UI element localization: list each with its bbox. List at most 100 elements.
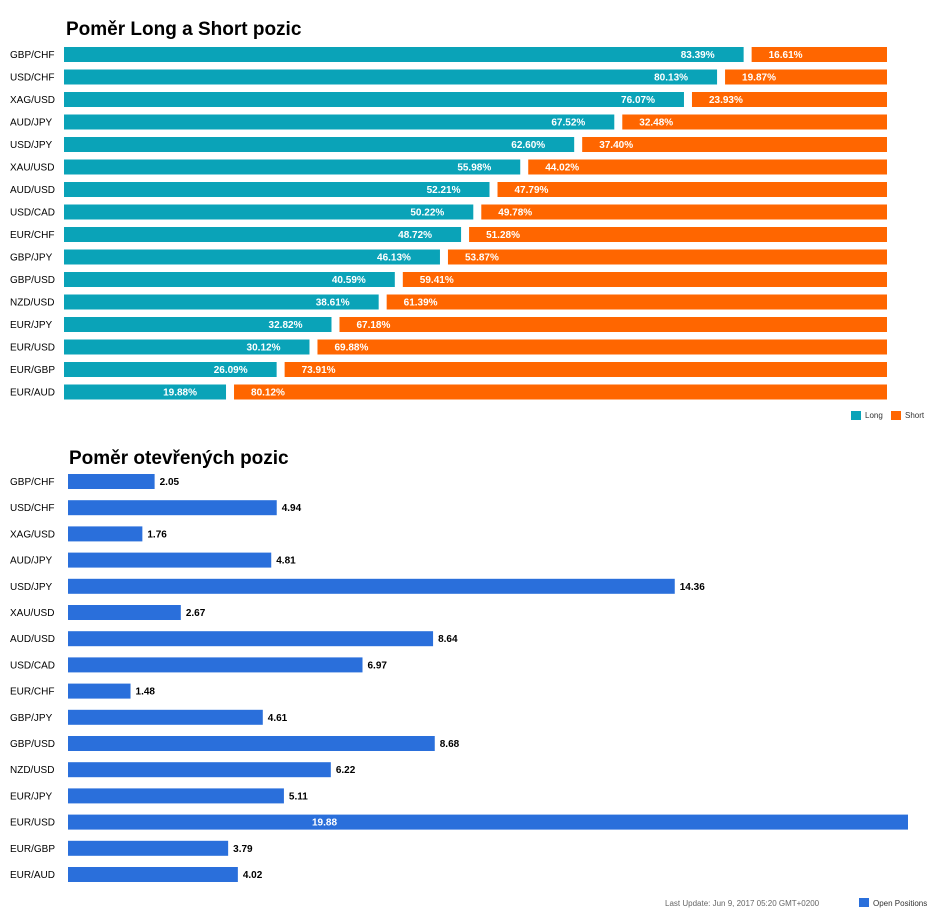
legend-long-label: Long bbox=[865, 411, 883, 420]
long-bar-label: 80.13% bbox=[654, 73, 688, 84]
open-positions-value: 4.61 bbox=[268, 713, 288, 724]
long-bar bbox=[64, 92, 684, 107]
long-bar bbox=[64, 69, 718, 85]
long-bar-label: 40.59% bbox=[332, 275, 366, 286]
long-bar bbox=[64, 204, 474, 220]
chart2-title: Poměr otevřených pozic bbox=[69, 448, 289, 469]
short-bar-label: 80.12% bbox=[251, 388, 285, 399]
chart1-category-label: EUR/USD bbox=[10, 343, 55, 354]
short-bar bbox=[622, 114, 887, 130]
short-bar-label: 23.93% bbox=[709, 95, 743, 106]
open-positions-bar bbox=[68, 788, 284, 804]
short-bar bbox=[725, 69, 887, 85]
long-bar bbox=[64, 294, 379, 310]
long-bar bbox=[64, 159, 521, 175]
long-bar bbox=[64, 182, 490, 197]
open-positions-value: 8.68 bbox=[440, 739, 460, 750]
chart2-category-label: EUR/USD bbox=[10, 818, 55, 829]
open-positions-bar bbox=[68, 526, 143, 542]
short-bar bbox=[317, 339, 887, 355]
short-bar-label: 47.79% bbox=[515, 185, 549, 196]
short-bar bbox=[339, 317, 887, 332]
short-bar-label: 67.18% bbox=[356, 320, 390, 331]
chart2-category-label: XAU/USD bbox=[10, 608, 54, 619]
chart1-category-label: GBP/JPY bbox=[10, 253, 53, 264]
long-bar-label: 52.21% bbox=[427, 185, 461, 196]
short-bar bbox=[751, 47, 887, 62]
short-bar bbox=[469, 227, 887, 242]
open-positions-bar bbox=[68, 840, 229, 856]
long-bar-label: 48.72% bbox=[398, 230, 432, 241]
chart1-category-label: NZD/USD bbox=[10, 298, 54, 309]
open-positions-value: 2.05 bbox=[160, 477, 180, 488]
long-bar-label: 83.39% bbox=[681, 50, 715, 61]
chart2-category-label: EUR/GBP bbox=[10, 844, 55, 855]
legend-open-positions-label: Open Positions bbox=[873, 899, 927, 908]
long-bar-label: 30.12% bbox=[247, 343, 281, 354]
chart1-category-label: USD/CHF bbox=[10, 73, 54, 84]
long-bar-label: 19.88% bbox=[163, 388, 197, 399]
long-bar-label: 76.07% bbox=[621, 95, 655, 106]
chart2-category-label: NZD/USD bbox=[10, 765, 54, 776]
short-bar bbox=[447, 249, 887, 265]
chart1-category-label: USD/JPY bbox=[10, 140, 53, 151]
chart2-category-label: EUR/AUD bbox=[10, 870, 55, 881]
chart1-category-label: AUD/USD bbox=[10, 185, 55, 196]
short-bar-label: 59.41% bbox=[420, 275, 454, 286]
short-bar bbox=[582, 137, 887, 152]
short-bar bbox=[402, 272, 887, 287]
chart2-category-label: EUR/JPY bbox=[10, 791, 53, 802]
short-bar-label: 61.39% bbox=[404, 298, 438, 309]
long-bar bbox=[64, 272, 395, 287]
short-bar bbox=[528, 159, 887, 175]
chart1-category-label: EUR/GBP bbox=[10, 365, 55, 376]
open-positions-bar bbox=[68, 683, 131, 699]
open-positions-value: 6.97 bbox=[368, 660, 388, 671]
open-positions-value: 6.22 bbox=[336, 765, 356, 776]
short-bar-label: 53.87% bbox=[465, 253, 499, 264]
long-bar-label: 67.52% bbox=[551, 118, 585, 129]
open-positions-value: 4.94 bbox=[282, 503, 302, 514]
open-positions-bar bbox=[68, 657, 363, 673]
short-bar bbox=[284, 362, 887, 377]
short-bar-label: 32.48% bbox=[639, 118, 673, 129]
legend-short-label: Short bbox=[905, 411, 925, 420]
legend-open-positions-swatch bbox=[859, 898, 869, 907]
chart2-category-label: USD/CAD bbox=[10, 660, 55, 671]
open-positions-value: 1.48 bbox=[136, 687, 156, 698]
open-positions-value: 2.67 bbox=[186, 608, 206, 619]
open-positions-bar bbox=[68, 736, 435, 751]
long-bar bbox=[64, 384, 227, 400]
open-positions-bar bbox=[68, 762, 331, 778]
open-positions-value: 4.02 bbox=[243, 870, 263, 881]
short-bar-label: 69.88% bbox=[334, 343, 368, 354]
long-bar-label: 50.22% bbox=[410, 208, 444, 219]
long-bar-label: 38.61% bbox=[316, 298, 350, 309]
short-bar-label: 19.87% bbox=[742, 73, 776, 84]
chart1-category-label: EUR/AUD bbox=[10, 388, 55, 399]
open-positions-bar bbox=[68, 709, 263, 725]
long-bar bbox=[64, 227, 462, 242]
chart1-category-label: EUR/CHF bbox=[10, 230, 54, 241]
short-bar-label: 73.91% bbox=[302, 365, 336, 376]
short-bar-label: 16.61% bbox=[769, 50, 803, 61]
long-bar-label: 26.09% bbox=[214, 365, 248, 376]
open-positions-value: 5.11 bbox=[289, 791, 308, 802]
chart1-title: Poměr Long a Short pozic bbox=[66, 19, 302, 40]
open-positions-bar bbox=[68, 867, 238, 882]
open-positions-value: 4.81 bbox=[276, 556, 296, 567]
chart1-category-label: GBP/USD bbox=[10, 275, 55, 286]
short-bar-label: 49.78% bbox=[498, 208, 532, 219]
long-bar bbox=[64, 362, 277, 377]
chart2-category-label: GBP/USD bbox=[10, 739, 55, 750]
chart2-category-label: USD/CHF bbox=[10, 503, 54, 514]
chart2-category-label: AUD/USD bbox=[10, 634, 55, 645]
legend-short-swatch bbox=[891, 411, 901, 420]
open-positions-value: 14.36 bbox=[680, 582, 705, 593]
chart2-category-label: XAG/USD bbox=[10, 529, 55, 540]
long-bar bbox=[64, 47, 744, 62]
long-bar bbox=[64, 249, 440, 265]
long-bar bbox=[64, 114, 615, 130]
long-bar-label: 32.82% bbox=[269, 320, 303, 331]
